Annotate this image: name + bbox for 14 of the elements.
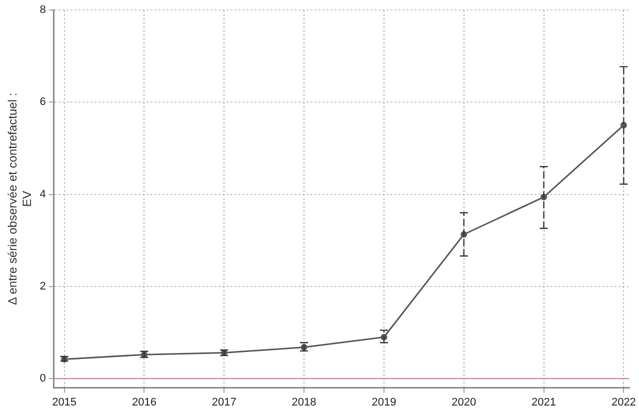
- y-tick-label: 6: [40, 96, 46, 108]
- x-tick-label: 2017: [212, 396, 236, 408]
- x-tick-label: 2019: [372, 396, 396, 408]
- x-tick-label: 2015: [52, 396, 77, 408]
- y-tick-label: 0: [40, 372, 46, 385]
- x-tick-label: 2020: [452, 396, 476, 408]
- y-tick-label: 8: [40, 4, 46, 16]
- x-tick-label: 2022: [611, 396, 636, 408]
- y-tick-label: 4: [40, 188, 46, 200]
- x-tick-label: 2018: [292, 396, 316, 408]
- y-axis-title: Δ entre série observée et contrefactuel : EV: [6, 92, 34, 305]
- x-tick-label: 2016: [132, 396, 156, 408]
- x-tick-label: 2021: [532, 396, 556, 408]
- y-tick-label: 2: [40, 280, 46, 292]
